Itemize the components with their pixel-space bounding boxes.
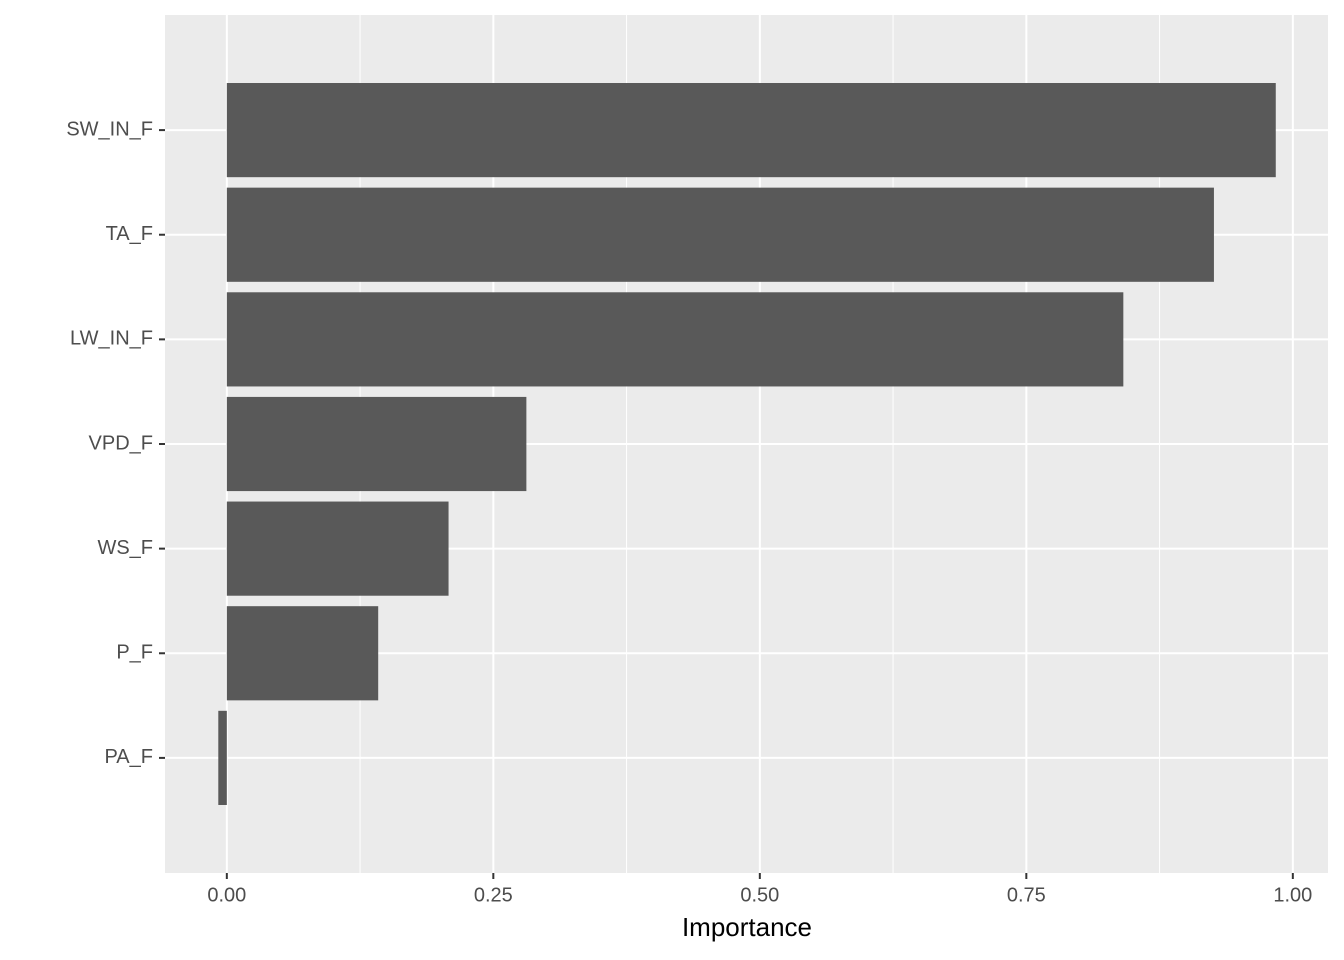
- y-tick-label: SW_IN_F: [66, 118, 153, 140]
- y-tick-label: LW_IN_F: [70, 328, 153, 350]
- y-tick-label: VPD_F: [89, 432, 153, 454]
- x-tick-label: 0.75: [1007, 884, 1046, 906]
- x-tick-label: 1.00: [1273, 884, 1312, 906]
- y-tick-label: WS_F: [97, 537, 153, 559]
- bar: [226, 501, 449, 596]
- bar: [226, 187, 1214, 282]
- y-tick-label: PA_F: [104, 746, 153, 768]
- bar: [226, 396, 527, 492]
- y-tick-label: P_F: [116, 642, 153, 664]
- bar: [226, 606, 379, 701]
- x-tick-label: 0.00: [207, 884, 246, 906]
- bar: [226, 292, 1124, 387]
- x-tick-label: 0.25: [474, 884, 513, 906]
- y-tick-label: TA_F: [106, 223, 153, 245]
- x-axis-title: Importance: [682, 912, 812, 942]
- bar: [218, 710, 227, 805]
- x-tick-label: 0.50: [740, 884, 779, 906]
- bar: [226, 83, 1276, 178]
